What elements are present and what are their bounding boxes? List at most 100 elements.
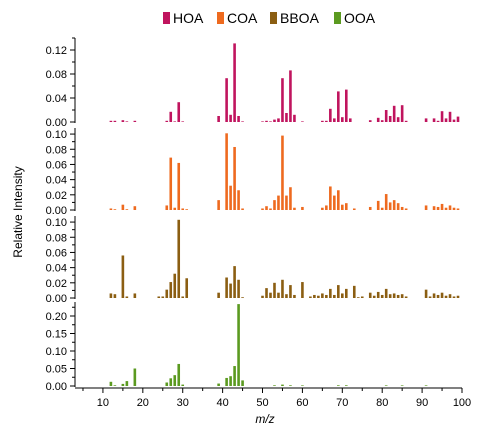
bar-coa-mz52 [269, 208, 272, 210]
bar-bboa-mz39 [217, 292, 220, 298]
bar-bboa-mz84 [396, 294, 400, 298]
panel-bboa: 0.00 0.02 0.04 0.06 0.08 0.10 [46, 216, 460, 305]
bar-hoa-mz52 [269, 121, 272, 122]
bar-coa-mz98 [452, 207, 456, 210]
bar-hoa-mz18 [133, 120, 137, 122]
bar-bboa-mz68 [333, 294, 336, 298]
bar-bboa-mz24 [157, 296, 161, 298]
y-tick-label: 0.06 [46, 247, 67, 259]
bar-bboa-mz54 [277, 292, 280, 298]
bar-bboa-mz30 [181, 296, 185, 298]
bar-coa-mz80 [380, 207, 384, 210]
bar-bboa-mz42 [229, 283, 232, 298]
bar-hoa-mz93 [432, 118, 436, 122]
bar-bboa-mz41 [225, 277, 228, 298]
bar-bboa-mz94 [436, 294, 440, 298]
y-tick-label: 0.00 [46, 205, 67, 217]
bar-coa-mz51 [265, 206, 268, 210]
y-tick-label: 0.15 [46, 329, 67, 341]
bar-bboa-mz12 [109, 293, 113, 298]
bar-hoa-mz96 [444, 118, 448, 122]
bar-bboa-mz83 [392, 293, 396, 298]
bar-ooa-mz60 [301, 385, 304, 386]
bar-coa-mz27 [169, 157, 173, 210]
bar-hoa-mz45 [241, 121, 244, 122]
bar-hoa-mz41 [225, 78, 228, 122]
bar-bboa-mz63 [313, 294, 316, 298]
bar-ooa-mz15 [121, 383, 125, 386]
x-tick-label: 60 [296, 397, 308, 409]
bar-ooa-mz85 [400, 385, 404, 386]
bar-coa-mz30 [181, 208, 185, 210]
bar-coa-mz29 [177, 162, 181, 210]
bar-coa-mz83 [392, 200, 396, 210]
legend-label-bboa: BBOA [280, 10, 320, 26]
legend-swatch-ooa [334, 12, 341, 24]
bar-bboa-mz44 [237, 279, 240, 298]
bar-bboa-mz25 [161, 296, 165, 298]
bar-coa-mz84 [396, 203, 400, 210]
bar-bboa-mz82 [388, 294, 392, 298]
bar-ooa-mz57 [289, 385, 292, 386]
bar-hoa-mz94 [436, 120, 440, 122]
bar-hoa-mz58 [293, 114, 296, 122]
bar-bboa-mz79 [376, 291, 380, 298]
bar-ooa-mz13 [113, 385, 117, 386]
bar-coa-mz12 [109, 208, 113, 210]
bar-coa-mz91 [424, 205, 428, 210]
bar-coa-mz55 [281, 135, 284, 210]
y-tick-label: 0.00 [46, 381, 67, 393]
bar-ooa-mz12 [109, 381, 113, 386]
bar-coa-mz66 [325, 205, 328, 210]
bar-ooa-mz53 [273, 385, 276, 386]
bar-bboa-mz65 [321, 293, 324, 298]
bar-hoa-mz60 [301, 121, 304, 122]
y-tick-label: 0.20 [46, 311, 67, 323]
bar-bboa-mz50 [261, 295, 264, 298]
x-tick-label: 20 [137, 397, 149, 409]
y-tick-label: 0.00 [46, 293, 67, 305]
bar-hoa-mz77 [368, 120, 372, 122]
bar-coa-mz97 [448, 205, 452, 210]
bar-coa-mz39 [217, 200, 220, 210]
bar-bboa-mz70 [341, 293, 344, 298]
bar-bboa-mz66 [325, 294, 328, 298]
bar-bboa-mz99 [456, 295, 460, 298]
x-tick-label: 90 [416, 397, 428, 409]
y-tick-label: 0.02 [46, 278, 67, 290]
bar-coa-mz44 [237, 190, 240, 210]
bar-coa-mz57 [289, 187, 292, 210]
bar-hoa-mz28 [173, 121, 177, 122]
panel-hoa: 0.00 0.04 0.08 0.12 [46, 37, 460, 129]
bar-bboa-mz73 [352, 285, 356, 298]
bar-hoa-mz67 [329, 108, 332, 122]
bar-hoa-mz97 [448, 111, 452, 122]
bar-coa-mz56 [285, 195, 288, 210]
bar-ooa-mz42 [229, 376, 232, 386]
bar-hoa-mz70 [341, 117, 344, 122]
bar-bboa-mz91 [424, 289, 428, 298]
bar-bboa-mz60 [301, 282, 304, 298]
bar-coa-mz94 [436, 206, 440, 210]
bar-hoa-mz98 [452, 119, 456, 122]
bar-coa-mz31 [185, 209, 189, 210]
y-tick-label: 0.04 [46, 263, 67, 275]
bar-hoa-mz29 [177, 102, 181, 122]
bar-coa-mz13 [113, 209, 117, 210]
bar-hoa-mz39 [217, 116, 220, 122]
bar-bboa-mz98 [452, 296, 456, 298]
y-tick-label: 0.08 [46, 232, 67, 244]
bar-ooa-mz30 [181, 384, 185, 386]
bar-hoa-mz50 [261, 121, 264, 122]
bar-coa-mz60 [301, 206, 304, 210]
bar-hoa-mz51 [265, 120, 268, 122]
bar-hoa-mz55 [281, 78, 284, 122]
bar-bboa-mz93 [432, 293, 436, 298]
y-tick-label: 0.06 [46, 159, 67, 171]
bar-bboa-mz16 [125, 296, 129, 298]
bar-hoa-mz68 [333, 118, 336, 122]
x-tick-label: 70 [336, 397, 348, 409]
panel-ooa: 0.00 0.05 0.10 0.15 0.20 [46, 302, 428, 393]
legend-label-ooa: OOA [344, 10, 376, 26]
